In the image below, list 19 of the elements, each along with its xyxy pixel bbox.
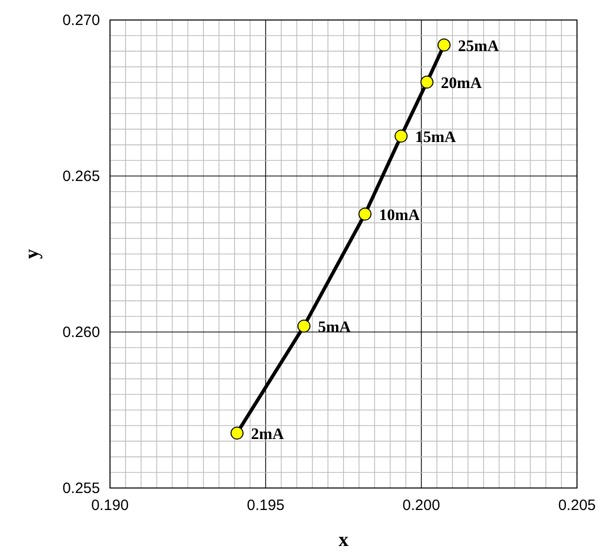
x-axis-title: x xyxy=(338,529,348,551)
annotation: 25mA xyxy=(458,38,500,55)
y-tick-label: 0.255 xyxy=(62,480,100,497)
point xyxy=(420,76,434,89)
point xyxy=(438,38,451,52)
x-tick-label: 0.200 xyxy=(402,497,440,514)
point xyxy=(230,426,244,440)
y-tick-label: 0.260 xyxy=(62,324,100,341)
annotation: 20mA xyxy=(440,75,482,92)
point xyxy=(358,208,372,221)
point xyxy=(297,320,310,333)
x-tick-label: 0.190 xyxy=(91,497,129,514)
annotation: 10mA xyxy=(378,207,420,224)
point xyxy=(394,130,408,143)
x-tick-label: 0.205 xyxy=(558,497,596,514)
x-tick-label: 0.195 xyxy=(246,497,284,514)
y-tick-label: 0.270 xyxy=(62,12,100,29)
y-axis-title: y xyxy=(21,249,43,259)
y-tick-label: 0.265 xyxy=(62,168,100,185)
